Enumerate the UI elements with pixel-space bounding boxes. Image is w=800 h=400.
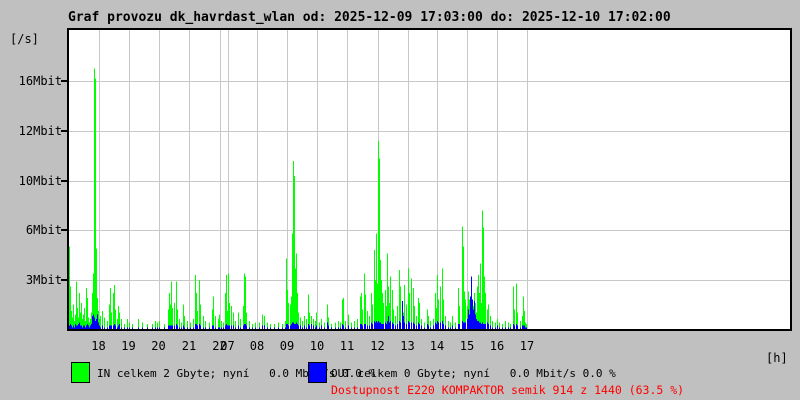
y-tick-mark (61, 180, 68, 182)
y-tick-mark (61, 279, 68, 281)
x-hour-label: 13 (400, 339, 415, 353)
y-tick-mark (61, 130, 68, 132)
traffic-chart (69, 30, 790, 329)
x-axis-unit-label: [h] (766, 351, 788, 365)
x-hour-label: 11 (339, 339, 355, 353)
y-tick-label: 3Mbit (25, 273, 62, 287)
availability-status-text: Dostupnost E220 KOMPAKTOR semik 914 z 14… (331, 383, 685, 397)
y-tick-mark (61, 80, 68, 82)
x-hour-label: 15 (459, 339, 475, 353)
traffic-chart-frame (67, 28, 792, 331)
x-hour-label: 09 (279, 339, 295, 353)
x-hour-label: 17 (519, 339, 535, 353)
y-axis-unit-label: [/s] (10, 32, 39, 46)
legend-in-swatch (71, 362, 90, 383)
x-hour-label: 08 (249, 339, 265, 353)
x-hour-label: 14 (429, 339, 445, 353)
out-series (69, 276, 527, 329)
x-hour-label: 16 (489, 339, 505, 353)
x-hour-label: 21 (181, 339, 197, 353)
x-hour-label: 18 (91, 339, 106, 353)
page-title: Graf provozu dk_havrdast_wlan od: 2025-1… (68, 10, 671, 25)
x-hour-label: 19 (121, 339, 136, 353)
x-hour-label: 12 (370, 339, 385, 353)
x-hour-label: 20 (151, 339, 166, 353)
x-hour-label: 07 (220, 339, 235, 353)
x-hour-label: 10 (309, 339, 325, 353)
legend-out-label: OUT celkem 0 Gbyte; nyní 0.0 Mbit/s 0.0 … (331, 367, 616, 380)
x-hour-label: 22 (212, 339, 227, 353)
legend-out-swatch (308, 362, 327, 383)
y-tick-label: 12Mbit (18, 124, 62, 138)
y-tick-mark (61, 229, 68, 231)
y-tick-label: 10Mbit (18, 174, 62, 188)
y-tick-label: 16Mbit (18, 74, 62, 88)
in-series (69, 68, 527, 329)
y-tick-label: 6Mbit (25, 223, 62, 237)
